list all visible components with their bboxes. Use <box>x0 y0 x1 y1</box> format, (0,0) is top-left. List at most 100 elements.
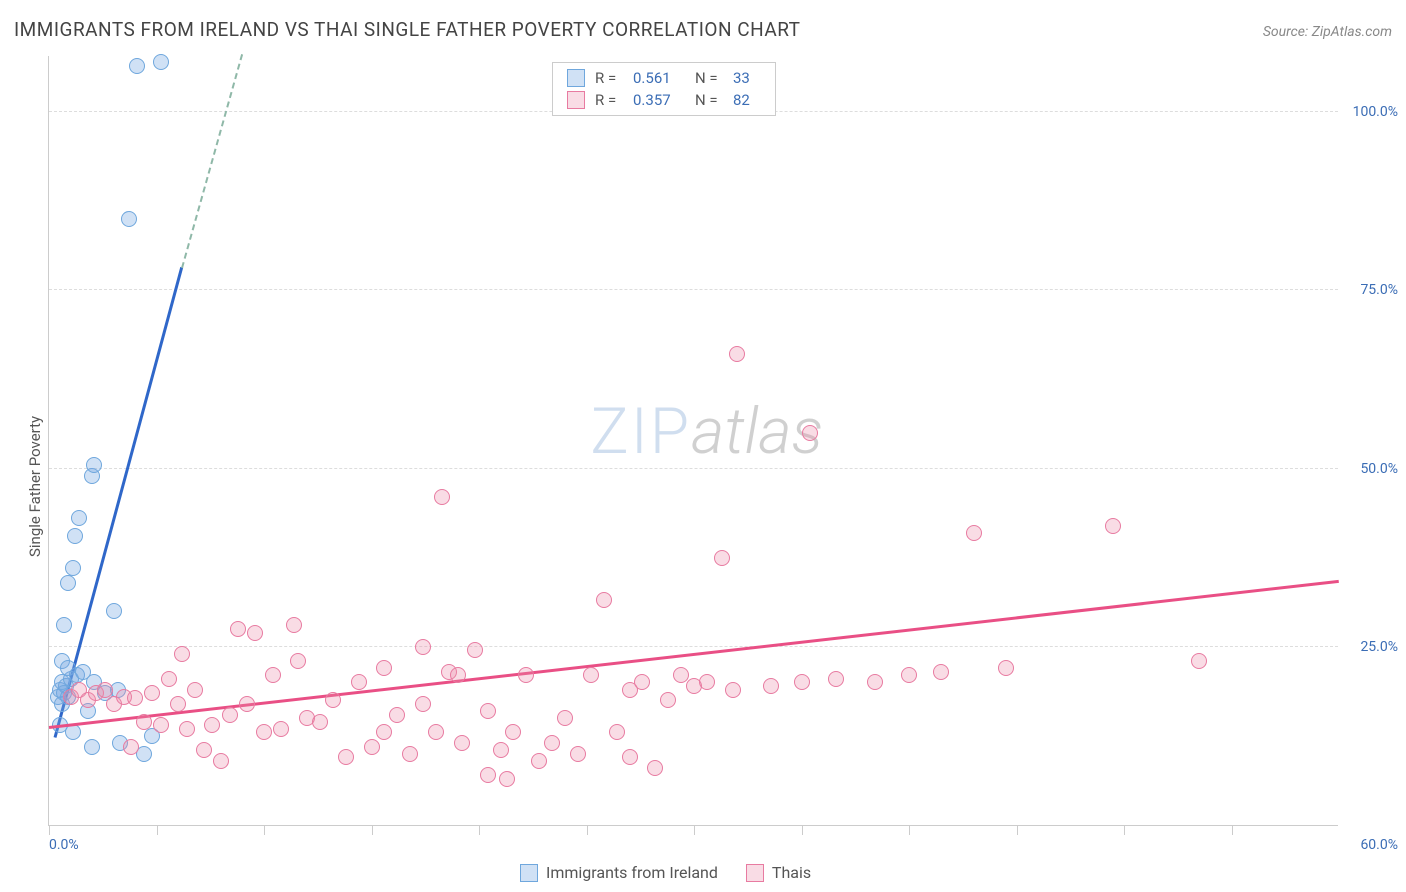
chart-title: IMMIGRANTS FROM IRELAND VS THAI SINGLE F… <box>14 18 801 41</box>
data-point <box>273 721 289 737</box>
legend-swatch <box>520 864 538 882</box>
data-point <box>389 707 405 723</box>
data-point <box>467 642 483 658</box>
legend-r-label: R = <box>595 91 623 109</box>
data-point <box>493 742 509 758</box>
legend-label: Thais <box>772 863 811 882</box>
data-point <box>170 696 186 712</box>
data-point <box>121 211 137 227</box>
correlation-legend: R = 0.561 N = 33 R = 0.357 N = 82 <box>552 62 776 116</box>
data-point <box>660 692 676 708</box>
data-point <box>1191 653 1207 669</box>
data-point <box>714 550 730 566</box>
y-tick-label: 25.0% <box>1343 639 1398 655</box>
legend-row: R = 0.357 N = 82 <box>553 89 775 111</box>
legend-label: Immigrants from Ireland <box>546 863 718 882</box>
data-point <box>290 653 306 669</box>
legend-row: R =0.561N =33 <box>553 67 775 89</box>
data-point <box>213 753 229 769</box>
data-point <box>622 749 638 765</box>
data-point <box>802 425 818 441</box>
data-point <box>794 674 810 690</box>
data-point <box>454 735 470 751</box>
legend-n-label: N = <box>695 91 723 109</box>
data-point <box>325 692 341 708</box>
data-point <box>647 760 663 776</box>
data-point <box>286 617 302 633</box>
data-point <box>634 674 650 690</box>
x-tick <box>1017 825 1018 835</box>
data-point <box>428 724 444 740</box>
x-tick <box>49 825 50 835</box>
data-point <box>450 667 466 683</box>
data-point <box>1105 518 1121 534</box>
data-point <box>265 667 281 683</box>
data-point <box>966 525 982 541</box>
legend-n-label: N = <box>695 69 723 87</box>
legend-n-value: 82 <box>733 91 761 109</box>
data-point <box>65 560 81 576</box>
legend-swatch <box>567 91 585 109</box>
data-point <box>763 678 779 694</box>
data-point <box>609 724 625 740</box>
data-point <box>725 682 741 698</box>
gridline <box>49 289 1338 290</box>
legend-swatch <box>567 69 585 87</box>
data-point <box>123 739 139 755</box>
data-point <box>239 696 255 712</box>
data-point <box>557 710 573 726</box>
x-max-label: 60.0% <box>1360 837 1398 853</box>
data-point <box>144 685 160 701</box>
data-point <box>161 671 177 687</box>
data-point <box>67 528 83 544</box>
legend-n-value: 33 <box>733 69 761 87</box>
data-point <box>196 742 212 758</box>
y-axis-label: Single Father Poverty <box>26 415 44 556</box>
data-point <box>153 54 169 70</box>
watermark: ZIPatlas <box>590 394 823 469</box>
x-tick <box>1232 825 1233 835</box>
data-point <box>376 660 392 676</box>
data-point <box>729 346 745 362</box>
data-point <box>106 603 122 619</box>
x-tick <box>264 825 265 835</box>
x-tick <box>479 825 480 835</box>
data-point <box>204 717 220 733</box>
data-point <box>583 667 599 683</box>
data-point <box>544 735 560 751</box>
data-point <box>222 707 238 723</box>
data-point <box>136 714 152 730</box>
x-min-label: 0.0% <box>49 837 79 853</box>
data-point <box>499 771 515 787</box>
data-point <box>364 739 380 755</box>
data-point <box>901 667 917 683</box>
data-point <box>256 724 272 740</box>
data-point <box>84 739 100 755</box>
gridline <box>49 468 1338 469</box>
x-tick <box>587 825 588 835</box>
data-point <box>596 592 612 608</box>
x-tick <box>802 825 803 835</box>
gridline <box>49 646 1338 647</box>
legend-item: Immigrants from Ireland <box>520 863 718 882</box>
data-point <box>415 696 431 712</box>
legend-swatch <box>746 864 764 882</box>
x-tick <box>694 825 695 835</box>
data-point <box>247 625 263 641</box>
legend-r-value: 0.561 <box>633 69 685 87</box>
data-point <box>531 753 547 769</box>
legend-r-value: 0.357 <box>633 91 685 109</box>
data-point <box>505 724 521 740</box>
data-point <box>998 660 1014 676</box>
data-point <box>71 510 87 526</box>
y-tick-label: 50.0% <box>1343 461 1398 477</box>
scatter-plot: ZIPatlas 25.0%50.0%75.0%100.0%0.0%60.0% <box>48 56 1338 826</box>
data-point <box>230 621 246 637</box>
x-tick <box>909 825 910 835</box>
data-point <box>480 703 496 719</box>
data-point <box>415 639 431 655</box>
data-point <box>153 717 169 733</box>
data-point <box>338 749 354 765</box>
data-point <box>56 617 72 633</box>
data-point <box>699 674 715 690</box>
